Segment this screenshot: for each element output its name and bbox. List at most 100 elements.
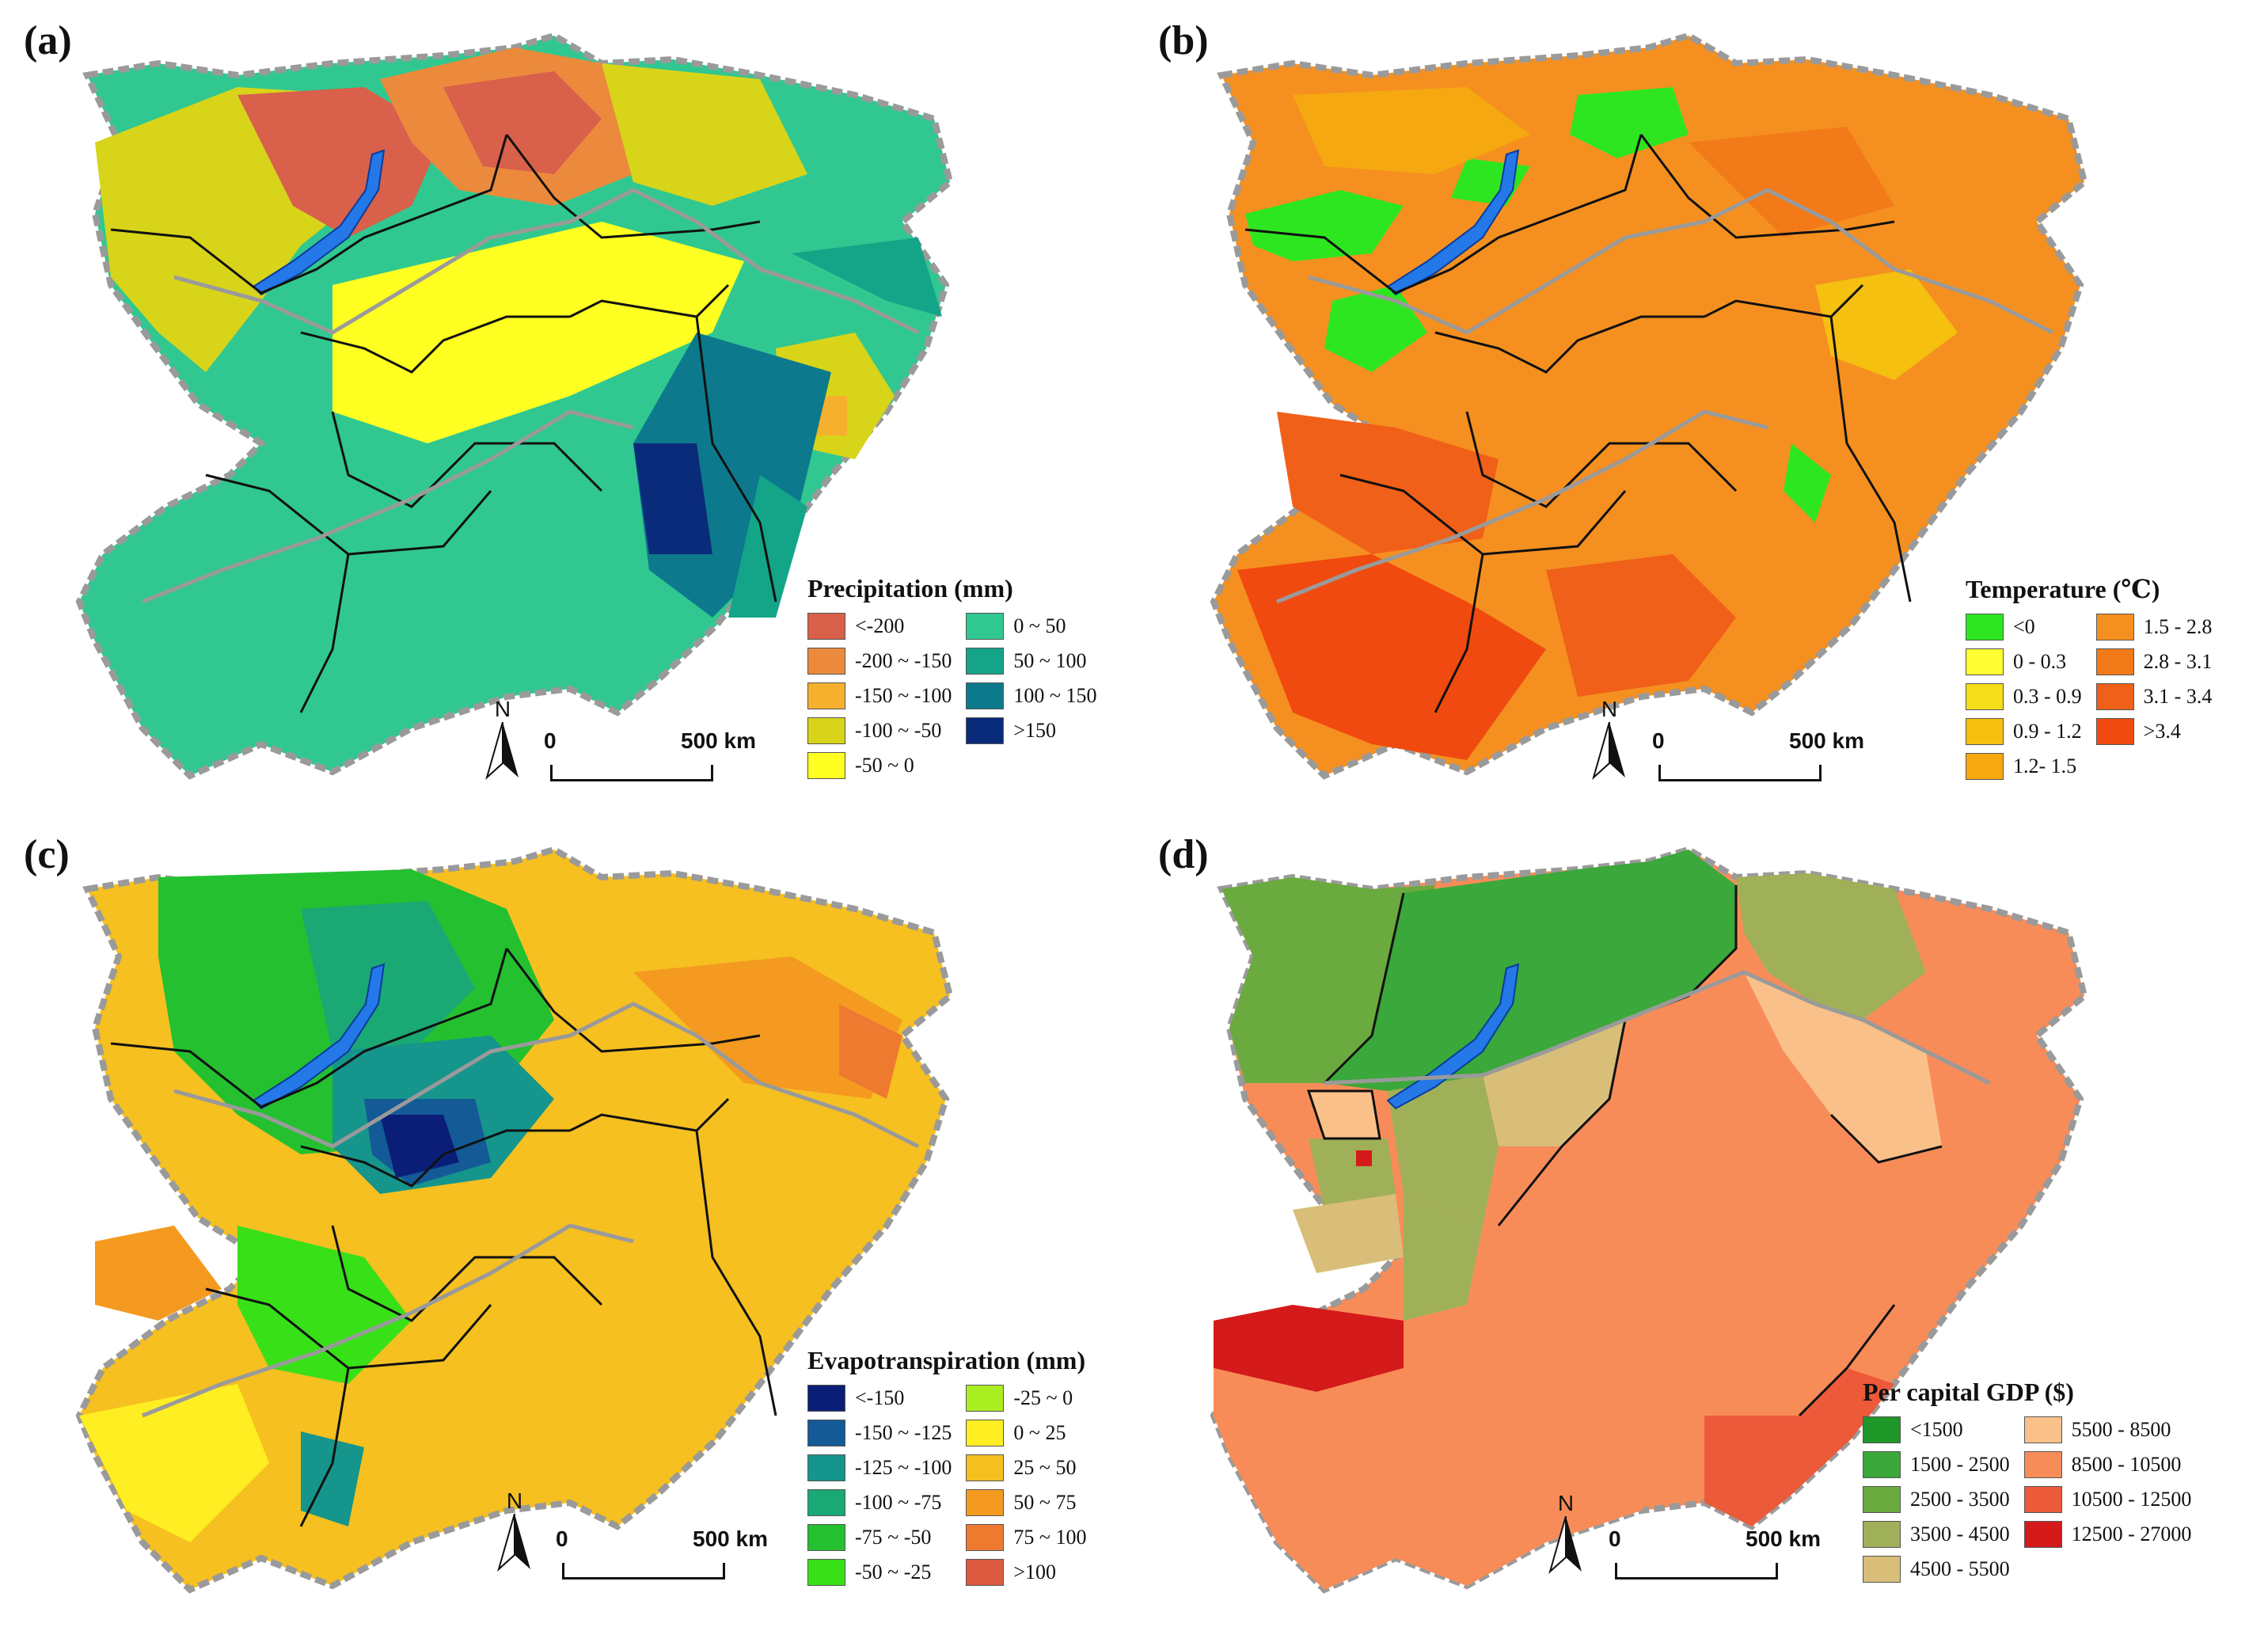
legend-label: >100 [1013,1560,1057,1583]
legend-swatch [966,648,1005,675]
legend-swatch [807,1454,845,1481]
legend-label: -50 ~ 0 [855,754,914,777]
legend-swatch [966,1420,1005,1446]
legend-item: 4500 - 5500 [1863,1554,2010,1584]
legend-item: 0.9 - 1.2 [1966,717,2082,747]
legend-label: 0 ~ 25 [1013,1421,1066,1444]
panel-temperature: (b) Temperature (℃) <0 0 - 0.3 0.3 - 0.9… [1134,0,2268,813]
legend-item: 25 ~ 50 [966,1453,1086,1483]
admin-boundaries [110,134,777,713]
legend-swatch [807,752,845,779]
scale-distance: 500 km [693,1526,768,1551]
scale-distance: 500 km [1746,1526,1821,1551]
admin-boundaries [1244,134,1912,713]
legend-swatch [1863,1521,1901,1548]
legend-item: 75 ~ 100 [966,1522,1086,1553]
legend-label: -75 ~ -50 [855,1526,932,1549]
panel-gdp: (d) Per capital GDP ($) <1500 1500 - 250… [1134,814,2268,1627]
legend: Per capital GDP ($) <1500 1500 - 2500 25… [1863,1378,2191,1584]
legend-item: >3.4 [2095,717,2213,747]
legend-label: 4500 - 5500 [1910,1557,2010,1580]
scale-zero: 0 [1652,728,1665,753]
legend-swatch [807,682,845,709]
legend-item: -25 ~ 0 [966,1383,1086,1413]
legend-swatch [807,1489,845,1516]
scale-bar-line [550,765,713,781]
legend-swatch [807,1420,845,1446]
legend-item: <0 [1966,612,2082,642]
legend-swatch [1863,1486,1901,1513]
legend-swatch [1863,1416,1901,1443]
scale-distance: 500 km [1789,728,1864,753]
scale-bar-line [1658,765,1822,781]
legend-label: 0 - 0.3 [2013,650,2067,673]
legend-swatch [1966,648,2004,675]
north-label: N [1601,697,1618,721]
legend-grid: <-200 -200 ~ -150 -150 ~ -100 -100 ~ -50… [807,611,1096,781]
legend-item: -200 ~ -150 [807,646,952,676]
legend-title: Precipitation (mm) [807,574,1013,603]
north-arrow-icon [1548,1515,1582,1575]
legend-label: >150 [1013,719,1057,742]
legend-label: <-200 [855,614,905,637]
legend-swatch [1863,1451,1901,1478]
legend-item: 2.8 - 3.1 [2095,647,2212,677]
legend-label: 0.3 - 0.9 [2013,685,2082,708]
temperature-map [1210,32,2088,780]
legend-label: 1.5 - 2.8 [2143,615,2213,638]
panel-label: (a) [24,18,72,63]
legend-label: <-150 [855,1386,905,1409]
legend-swatch [2095,683,2134,710]
legend-title: Temperature (℃) [1966,575,2160,603]
legend-swatch [966,1559,1005,1586]
legend-item: 1.2- 1.5 [1966,751,2082,781]
country-borders [142,188,920,604]
legend-item: 1.5 - 2.8 [2095,612,2213,642]
legend-item: 1500 - 2500 [1863,1450,2010,1480]
lake-baikal [1386,963,1520,1110]
legend-grid: <0 0 - 0.3 0.3 - 0.9 0.9 - 1.2 1.2- 1.5 … [1966,612,2212,781]
legend-swatch [807,1559,845,1586]
legend-label: -50 ~ -25 [855,1560,932,1583]
scale-bar-line [1615,1563,1778,1579]
legend-swatch [966,613,1005,640]
country-borders [1276,188,2054,604]
legend-label: 0 ~ 50 [1013,614,1066,637]
legend-label: 75 ~ 100 [1013,1526,1087,1549]
legend-label: 8500 - 10500 [2071,1453,2182,1476]
gdp-map [1210,846,2088,1594]
legend-label: -100 ~ -75 [855,1491,942,1514]
gdp-regions [1214,850,1974,1590]
legend-swatch [1966,683,2004,710]
legend-swatch [807,613,845,640]
evapotranspiration-zones [79,869,902,1542]
legend-swatch [966,682,1005,709]
legend-item: -150 ~ -125 [807,1418,952,1448]
legend-grid: <-150 -150 ~ -125 -125 ~ -100 -100 ~ -75… [807,1383,1086,1587]
admin-boundaries [110,948,777,1527]
panel-label: (c) [24,832,70,877]
legend-swatch [966,717,1005,744]
panel-label: (d) [1158,832,1209,877]
legend-label: 25 ~ 50 [1013,1456,1077,1479]
north-label: N [506,1488,523,1513]
scale-zero: 0 [544,728,557,753]
legend-label: -100 ~ -50 [855,719,942,742]
lake-baikal [1386,149,1520,296]
legend-swatch [1966,718,2004,745]
legend-label: 0.9 - 1.2 [2013,720,2082,743]
legend-item: 0 ~ 25 [966,1418,1086,1448]
legend-swatch [2023,1451,2062,1478]
legend-label: 5500 - 8500 [2071,1418,2171,1441]
legend-item: -125 ~ -100 [807,1453,952,1483]
legend-item: -100 ~ -50 [807,716,952,746]
legend-label: 100 ~ 150 [1013,684,1097,707]
legend-label: -150 ~ -100 [855,684,952,707]
legend-label: 1.2- 1.5 [2013,755,2077,777]
legend-item: 50 ~ 75 [966,1488,1086,1518]
north-arrow-icon [485,721,519,781]
legend-item: 8500 - 10500 [2023,1450,2192,1480]
scale-bar-line [562,1563,725,1579]
legend-label: -25 ~ 0 [1013,1386,1073,1409]
legend-item: >100 [966,1557,1086,1587]
